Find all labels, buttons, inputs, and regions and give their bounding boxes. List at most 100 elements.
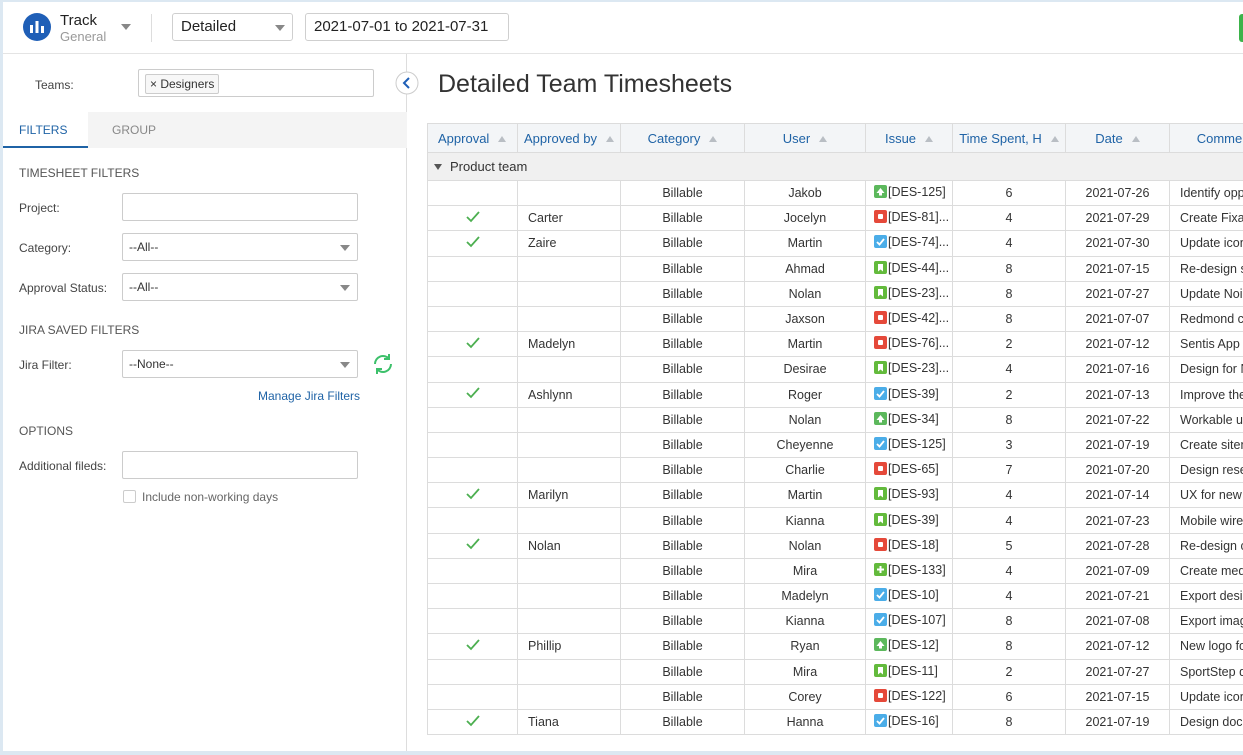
- user: Martin: [787, 488, 823, 503]
- table-row[interactable]: Billable Corey [DES-122] 6 2021-07-15 Update …: [427, 683, 1243, 710]
- user: Jakob: [788, 186, 822, 201]
- table-row[interactable]: Billable Desirae [DES-23]... 4 2021-07-16 Des…: [427, 356, 1243, 383]
- table-row[interactable]: Billable Charlie [DES-65] 7 2021-07-20 Design…: [427, 457, 1243, 484]
- column-header[interactable]: Category: [620, 123, 745, 153]
- issue-key[interactable]: [DES-122]: [888, 688, 946, 703]
- table-row[interactable]: Billable Jaxson [DES-42]... 8 2021-07-07 Redm…: [427, 305, 1243, 333]
- issue-key[interactable]: [DES-39]: [888, 386, 939, 401]
- table-row[interactable]: Billable Mira [DES-133] 4 2021-07-09 Create m…: [427, 557, 1243, 585]
- additional-input[interactable]: [122, 451, 358, 479]
- teams-input[interactable]: × Designers: [138, 69, 374, 97]
- manage-link[interactable]: Manage Jira Filters: [258, 389, 361, 403]
- tab[interactable]: FILTERS: [19, 123, 68, 137]
- table-cell: [DES-125]: [865, 431, 953, 459]
- table-row[interactable]: Billable Ahmad [DES-44]... 8 2021-07-15 Re-de…: [427, 255, 1243, 282]
- time-spent: 4: [1005, 236, 1013, 251]
- table-cell: Jocelyn: [744, 205, 866, 232]
- table-row[interactable]: Billable Jakob [DES-125] 6 2021-07-26 Identif…: [427, 179, 1243, 207]
- issue-key[interactable]: [DES-65]: [888, 462, 939, 477]
- issue-key[interactable]: [DES-10]: [888, 588, 939, 603]
- collapse-button[interactable]: [395, 71, 419, 95]
- table-row[interactable]: Zaire Billable Martin [DES-74]... 4 2021-07-3…: [427, 230, 1243, 257]
- sort-arrow[interactable]: [709, 135, 718, 142]
- tab[interactable]: GROUP: [112, 123, 157, 137]
- table-cell: Billable: [620, 255, 745, 282]
- jira-select[interactable]: --None--: [122, 350, 358, 378]
- issue-key[interactable]: [DES-42]...: [888, 311, 950, 326]
- issue-icon: [874, 235, 887, 251]
- issue-key[interactable]: [DES-74]...: [888, 235, 950, 250]
- issue-key[interactable]: [DES-23]...: [888, 285, 950, 300]
- table-row[interactable]: Billable Nolan [DES-34] 8 2021-07-22 Workable…: [427, 406, 1243, 433]
- issue-key[interactable]: [DES-107]: [888, 613, 946, 628]
- table-cell: 2021-07-16: [1065, 356, 1170, 383]
- table-row[interactable]: Billable Mira [DES-11] 2 2021-07-27 SportStep…: [427, 658, 1243, 685]
- issue-key[interactable]: [DES-125]: [888, 185, 946, 200]
- table-cell: [427, 431, 518, 459]
- issue-key[interactable]: [DES-39]: [888, 512, 939, 527]
- table-row[interactable]: Tiana Billable Hanna [DES-16] 8 2021-07-19 Des…: [427, 708, 1243, 735]
- issue-key[interactable]: [DES-93]: [888, 487, 939, 502]
- table-row[interactable]: Madelyn Billable Martin [DES-76]... 2 2021-07…: [427, 331, 1243, 358]
- issue-key[interactable]: [DES-23]...: [888, 361, 950, 376]
- category-select[interactable]: --All--: [122, 233, 358, 261]
- table-cell: Billable: [620, 532, 745, 559]
- date: 2021-07-30: [1085, 236, 1150, 251]
- checkbox[interactable]: [123, 490, 136, 503]
- date-range[interactable]: 2021-07-01 to 2021-07-31: [305, 13, 509, 41]
- project-input[interactable]: [122, 193, 358, 221]
- user: Roger: [787, 387, 823, 402]
- issue-key[interactable]: [DES-34]: [888, 411, 939, 426]
- table-cell: [427, 658, 518, 685]
- comment: Design docu: [1180, 715, 1243, 730]
- table-row[interactable]: Billable Nolan [DES-23]... 8 2021-07-27 Updat…: [427, 280, 1243, 307]
- table-row[interactable]: Billable Kianna [DES-107] 8 2021-07-08 Export…: [427, 608, 1243, 635]
- issue-icon: [874, 260, 887, 277]
- issue-key[interactable]: [DES-18]: [888, 537, 939, 552]
- view-select[interactable]: Detailed: [172, 13, 293, 41]
- column-header[interactable]: Approval: [427, 123, 518, 153]
- column-header[interactable]: Issue: [865, 123, 953, 153]
- issue-icon: [874, 663, 887, 680]
- issue-key[interactable]: [DES-12]: [888, 638, 939, 653]
- sort-arrow[interactable]: [819, 135, 828, 142]
- sort-arrow[interactable]: [1131, 135, 1140, 142]
- approver: Marilyn: [528, 488, 569, 503]
- issue-key[interactable]: [DES-76]...: [888, 336, 950, 351]
- refresh-button[interactable]: [371, 352, 395, 376]
- issue-key[interactable]: [DES-44]...: [888, 260, 950, 275]
- table-row[interactable]: Billable Kianna [DES-39] 4 2021-07-23 Mobile …: [427, 507, 1243, 534]
- teams-label: Teams:: [35, 78, 74, 92]
- table-cell: [DES-23]...: [865, 356, 953, 383]
- table-row[interactable]: Nolan Billable Nolan [DES-18] 5 2021-07-28 Re-…: [427, 532, 1243, 559]
- sort-arrow[interactable]: [925, 135, 934, 142]
- table-row[interactable]: Marilyn Billable Martin [DES-93] 4 2021-07-14…: [427, 482, 1243, 509]
- column-header[interactable]: Comme: [1169, 123, 1243, 153]
- date: 2021-07-27: [1085, 664, 1150, 679]
- issue-key[interactable]: [DES-81]...: [888, 210, 950, 225]
- app-menu[interactable]: [121, 24, 131, 30]
- table-row[interactable]: Billable Madelyn [DES-10] 4 2021-07-21 Export…: [427, 582, 1243, 610]
- approved-check: [465, 488, 480, 503]
- table-row[interactable]: Phillip Billable Ryan [DES-12] 8 2021-07-12 Ne…: [427, 633, 1243, 660]
- time-spent: 4: [1005, 488, 1013, 503]
- issue-key[interactable]: [DES-16]: [888, 714, 939, 729]
- sort-arrow[interactable]: [606, 135, 614, 142]
- category: Billable: [662, 286, 703, 301]
- time-spent: 3: [1005, 437, 1013, 452]
- column-header[interactable]: Date: [1065, 123, 1170, 153]
- table-row[interactable]: Carter Billable Jocelyn [DES-81]... 4 2021-07…: [427, 205, 1243, 232]
- column-header[interactable]: Approved by: [517, 123, 621, 153]
- table-row[interactable]: Ashlynn Billable Roger [DES-39] 2 2021-07-13 I…: [427, 381, 1243, 408]
- issue-key[interactable]: [DES-11]: [888, 663, 938, 678]
- approval-select[interactable]: --All--: [122, 273, 358, 301]
- issue-key[interactable]: [DES-133]: [888, 562, 946, 577]
- sort-arrow[interactable]: [1050, 135, 1059, 142]
- category: Billable: [662, 362, 703, 377]
- issue-key[interactable]: [DES-125]: [888, 436, 946, 451]
- column-header[interactable]: Time Spent, H: [952, 123, 1066, 153]
- table-row[interactable]: Billable Cheyenne [DES-125] 3 2021-07-19 Crea…: [427, 431, 1243, 459]
- column-header[interactable]: User: [744, 123, 866, 153]
- sort-arrow[interactable]: [498, 135, 507, 142]
- table-cell: 2021-07-09: [1065, 557, 1170, 585]
